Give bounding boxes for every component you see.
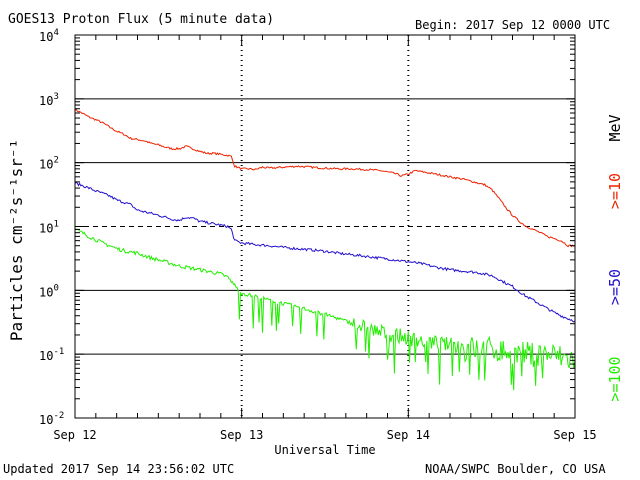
chart-title: GOES13 Proton Flux (5 minute data) — [8, 12, 274, 27]
x-tick-label: Sep 12 — [53, 428, 96, 442]
legend-entry: >=50 — [606, 269, 624, 305]
unit-label: MeV — [606, 114, 624, 141]
data-source: NOAA/SWPC Boulder, CO USA — [425, 462, 606, 476]
legend-entry: >=10 — [606, 173, 624, 209]
legend-entry: >=100 — [606, 356, 624, 401]
x-tick-label: Sep 13 — [220, 428, 263, 442]
y-axis-label: Particles cm⁻²s⁻¹sr⁻¹ — [7, 139, 26, 341]
y-tick-label: 104 — [39, 28, 59, 44]
series-lines — [74, 108, 576, 391]
y-tick-label: 100 — [39, 283, 59, 299]
series-line-gte50 — [74, 181, 576, 323]
series-line-gte10 — [74, 108, 576, 248]
legend: >=10 >=50 >=100 — [606, 173, 624, 402]
y-tick-label: 10-2 — [39, 411, 64, 427]
x-axis-label: Universal Time — [274, 443, 375, 457]
updated-timestamp: Updated 2017 Sep 14 23:56:02 UTC — [3, 462, 234, 476]
begin-time-label: Begin: 2017 Sep 12 0000 UTC — [415, 18, 610, 32]
y-tick-label: 102 — [39, 156, 59, 172]
y-axis-ticks: 10-2 10-1 100 101 102 103 104 — [39, 28, 575, 427]
y-tick-label: 101 — [39, 220, 59, 236]
series-line-gte100 — [74, 228, 576, 391]
x-tick-label: Sep 15 — [553, 428, 596, 442]
x-axis-ticks: Sep 12 Sep 13 Sep 14 Sep 15 — [53, 35, 597, 442]
y-tick-label: 10-1 — [39, 347, 64, 363]
gridlines — [75, 98, 575, 355]
y-tick-label: 103 — [39, 92, 59, 108]
x-tick-label: Sep 14 — [387, 428, 430, 442]
